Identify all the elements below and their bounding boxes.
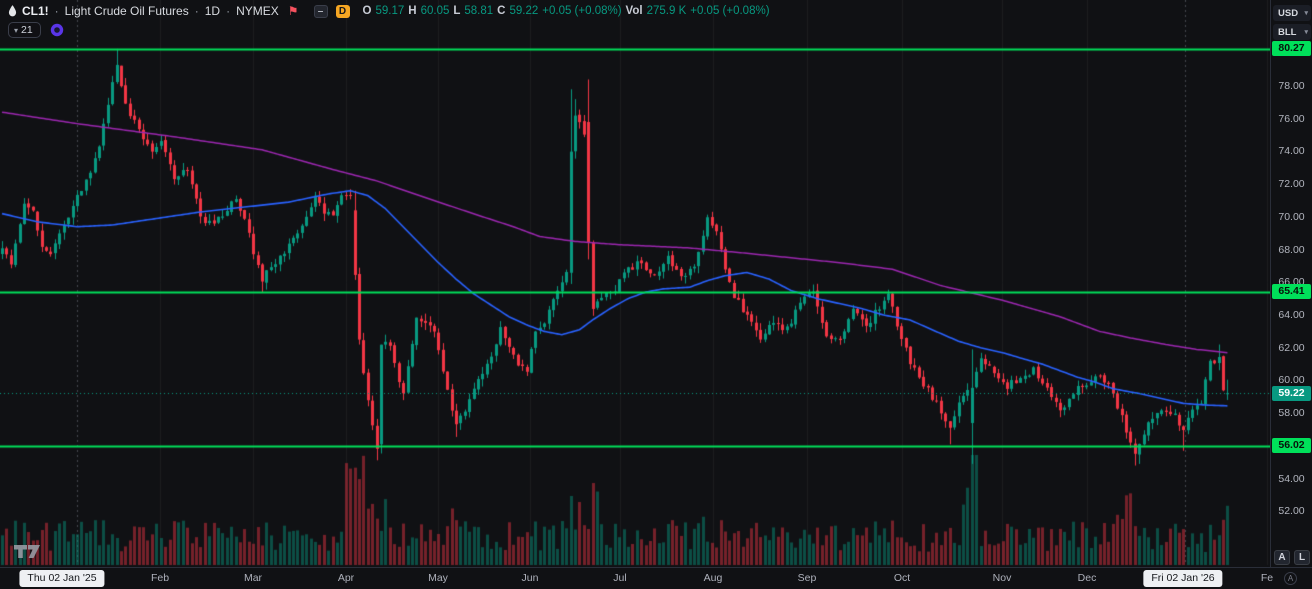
time-tick-month: Sep: [797, 572, 817, 584]
collapsed-indicators-button[interactable]: ▾ 21: [8, 22, 41, 38]
range-start-date-label[interactable]: Thu 02 Jan '25: [19, 570, 105, 587]
log-scale-button[interactable]: L: [1294, 550, 1310, 565]
price-tick: 78.00: [1278, 80, 1305, 92]
price-level-label-mid[interactable]: 65.41: [1272, 284, 1311, 300]
scale-buttons: A L: [1274, 550, 1310, 565]
tradingview-logo[interactable]: [14, 545, 41, 567]
price-tick: 64.00: [1278, 309, 1305, 322]
exchange-label: NYMEX: [236, 4, 279, 18]
time-tick-month: Dec: [1077, 572, 1097, 584]
axis-unit-toggle: USD ▾ BLL ▾: [1273, 5, 1311, 40]
price-tick: 52.00: [1278, 505, 1305, 518]
time-tick-month: Oct: [893, 572, 911, 584]
chevron-down-icon: ▾: [1304, 29, 1308, 36]
legend-separator: ·: [54, 4, 59, 18]
time-tick-month: Jun: [521, 572, 539, 584]
interval-label[interactable]: 1D: [204, 4, 221, 18]
auto-scale-badge[interactable]: A: [1284, 572, 1297, 585]
change-value: +0.05 (+0.08%): [542, 5, 622, 17]
price-tick: 76.00: [1278, 112, 1305, 125]
purple-hexagon-icon[interactable]: [50, 23, 64, 37]
legend-controls: ▾ 21: [8, 22, 64, 38]
low-value: 58.81: [464, 5, 494, 17]
low-label: L: [453, 5, 461, 17]
range-end-date-label[interactable]: Fri 02 Jan '26: [1143, 570, 1223, 587]
price-chart-canvas[interactable]: [0, 0, 1270, 567]
auto-scale-button[interactable]: A: [1274, 550, 1290, 565]
time-tick-month: Feb: [150, 572, 170, 584]
oil-droplet-icon: [8, 5, 17, 17]
time-tick-month: May: [428, 572, 448, 584]
close-label: C: [497, 5, 506, 17]
price-tick: 68.00: [1278, 243, 1305, 256]
price-tick: 62.00: [1278, 341, 1305, 354]
price-tick: 70.00: [1278, 210, 1305, 223]
minus-badge[interactable]: –: [313, 4, 328, 18]
time-tick-month: Mar: [243, 572, 263, 584]
symbol-description: Light Crude Oil Futures: [64, 4, 189, 18]
high-value: 60.05: [420, 5, 450, 17]
time-tick-month: Jul: [613, 572, 627, 584]
time-tick-month: Nov: [992, 572, 1012, 584]
time-tick-month: Aug: [703, 572, 723, 584]
price-level-label-low[interactable]: 56.02: [1272, 438, 1311, 454]
price-tick: 58.00: [1278, 407, 1305, 420]
price-level-label-high[interactable]: 80.27: [1272, 41, 1311, 57]
ohlc-values: O 59.17 H 60.05 L 58.81 C 59.22 +0.05 (+0.08…: [363, 5, 770, 17]
legend-separator: ·: [194, 4, 199, 18]
currency-toggle-button[interactable]: USD ▾: [1273, 5, 1311, 21]
time-tick-month: Fe: [1260, 572, 1274, 584]
open-value: 59.17: [375, 5, 405, 17]
unit-label: BLL: [1278, 26, 1297, 38]
volume-value: 275.9 K: [646, 5, 687, 17]
currency-label: USD: [1278, 7, 1299, 19]
close-value: 59.22: [509, 5, 539, 17]
chevron-down-icon: ▾: [14, 25, 19, 35]
price-tick: 72.00: [1278, 178, 1305, 191]
delayed-data-badge[interactable]: D: [335, 4, 350, 18]
last-price-label[interactable]: 59.22: [1272, 385, 1311, 401]
legend-separator: ·: [226, 4, 231, 18]
collapsed-indicators-count: 21: [21, 24, 33, 36]
high-label: H: [408, 5, 417, 17]
price-tick: 60.00: [1278, 374, 1305, 387]
price-axis[interactable]: USD ▾ BLL ▾ 78.00 76.00 74.00 72.00 70.00 68.…: [1270, 0, 1312, 567]
price-tick: 74.00: [1278, 145, 1305, 158]
price-tick: 54.00: [1278, 472, 1305, 485]
symbol-name[interactable]: CL1!: [22, 4, 49, 18]
volume-label: Vol: [625, 5, 643, 17]
flag-icon[interactable]: ⚑: [287, 4, 299, 18]
symbol-legend[interactable]: CL1! · Light Crude Oil Futures · 1D · NY…: [8, 3, 770, 19]
time-tick-month: Apr: [337, 572, 355, 584]
volume-change-value: +0.05 (+0.08%): [690, 5, 770, 17]
open-label: O: [362, 5, 372, 17]
time-axis[interactable]: Feb Mar Apr May Jun Jul Aug Sep Oct Nov Dec Fe Thu …: [0, 567, 1312, 589]
chevron-down-icon: ▾: [1304, 10, 1308, 17]
unit-toggle-button[interactable]: BLL ▾: [1273, 24, 1311, 40]
